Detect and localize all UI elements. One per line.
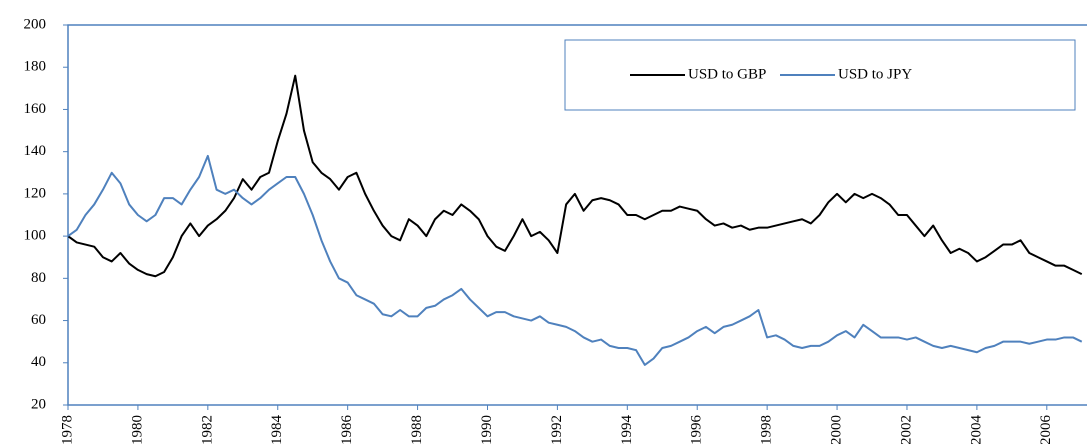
x-tick-label: 1986 bbox=[339, 415, 355, 444]
legend-label: USD to GBP bbox=[688, 66, 766, 82]
x-tick-label: 1988 bbox=[409, 415, 425, 444]
x-tick-label: 1982 bbox=[199, 415, 215, 444]
x-tick-label: 1990 bbox=[479, 415, 495, 444]
x-tick-label: 2002 bbox=[898, 415, 914, 444]
x-tick-label: 1984 bbox=[269, 415, 285, 444]
y-tick-label: 160 bbox=[24, 101, 47, 117]
x-tick-label: 1992 bbox=[549, 415, 565, 444]
y-tick-label: 80 bbox=[31, 270, 46, 286]
x-tick-label: 1998 bbox=[759, 415, 775, 444]
y-tick-label: 200 bbox=[24, 16, 47, 32]
x-tick-label: 2004 bbox=[968, 415, 984, 444]
y-tick-label: 140 bbox=[24, 143, 47, 159]
y-tick-label: 40 bbox=[31, 354, 46, 370]
y-tick-label: 120 bbox=[24, 185, 47, 201]
y-tick-label: 100 bbox=[24, 228, 47, 244]
x-tick-label: 1996 bbox=[689, 415, 705, 444]
x-tick-label: 1994 bbox=[619, 415, 635, 444]
x-tick-label: 1980 bbox=[129, 415, 145, 444]
legend-label: USD to JPY bbox=[838, 66, 912, 82]
x-tick-label: 1978 bbox=[59, 415, 75, 444]
y-tick-label: 20 bbox=[31, 396, 46, 412]
series-line bbox=[68, 154, 1083, 366]
x-tick-label: 2006 bbox=[1038, 415, 1054, 444]
x-tick-label: 2000 bbox=[828, 415, 844, 444]
y-tick-label: 60 bbox=[31, 312, 46, 328]
y-tick-label: 180 bbox=[24, 59, 47, 75]
plot-frame bbox=[67, 24, 1087, 406]
